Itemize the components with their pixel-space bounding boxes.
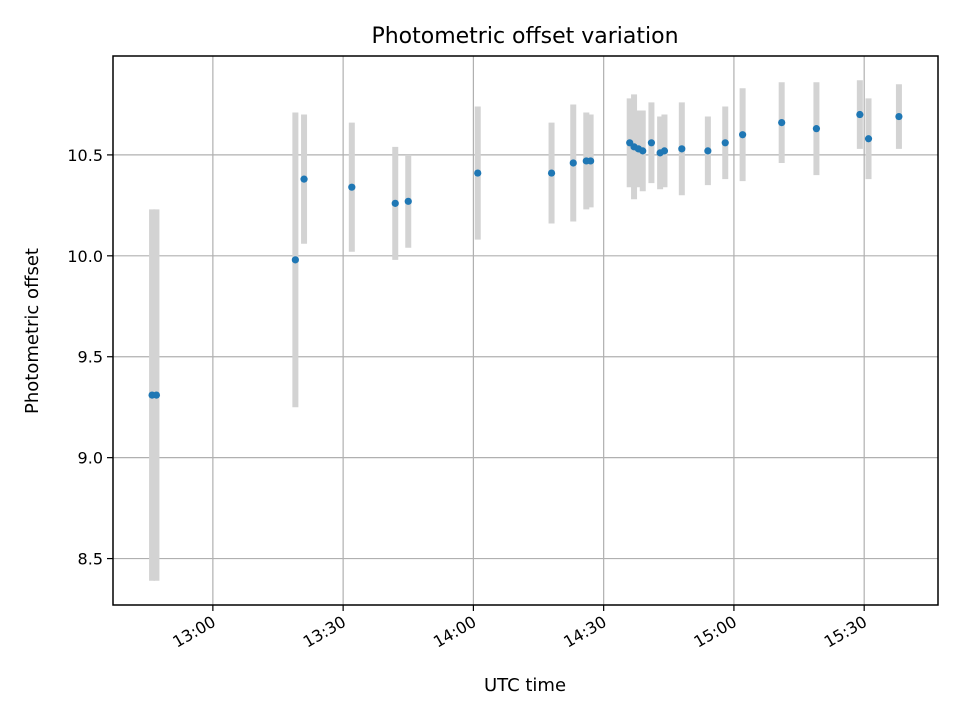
data-point	[474, 169, 482, 177]
plot-frame	[112, 55, 939, 606]
y-tick-label: 10.5	[67, 146, 103, 165]
data-point	[704, 147, 712, 155]
data-point	[856, 110, 864, 119]
data-point	[391, 199, 399, 207]
y-tick-label: 8.5	[78, 550, 103, 569]
data-point	[300, 175, 308, 183]
data-point	[660, 147, 669, 155]
data-point	[647, 139, 656, 147]
y-tick-label: 9.0	[78, 449, 103, 468]
data-point	[721, 139, 729, 147]
x-axis-label: UTC time	[484, 675, 566, 696]
data-point	[587, 157, 595, 165]
y-tick-label: 9.5	[78, 348, 103, 367]
data-point	[895, 112, 903, 121]
data-point	[404, 197, 412, 205]
data-point	[547, 169, 556, 177]
data-point	[678, 145, 686, 153]
y-tick-label: 10.0	[67, 247, 103, 266]
y-axis-label: Photometric offset	[22, 248, 43, 414]
data-point	[348, 183, 356, 191]
data-point	[739, 131, 747, 139]
gridlines	[113, 56, 938, 605]
data-points	[148, 110, 903, 399]
chart-title: Photometric offset variation	[371, 24, 678, 49]
data-point	[291, 256, 299, 264]
data-point	[639, 147, 647, 155]
data-point	[152, 391, 161, 399]
data-point	[864, 135, 873, 143]
data-point	[812, 125, 821, 133]
data-point	[778, 119, 786, 127]
data-point	[569, 159, 577, 167]
